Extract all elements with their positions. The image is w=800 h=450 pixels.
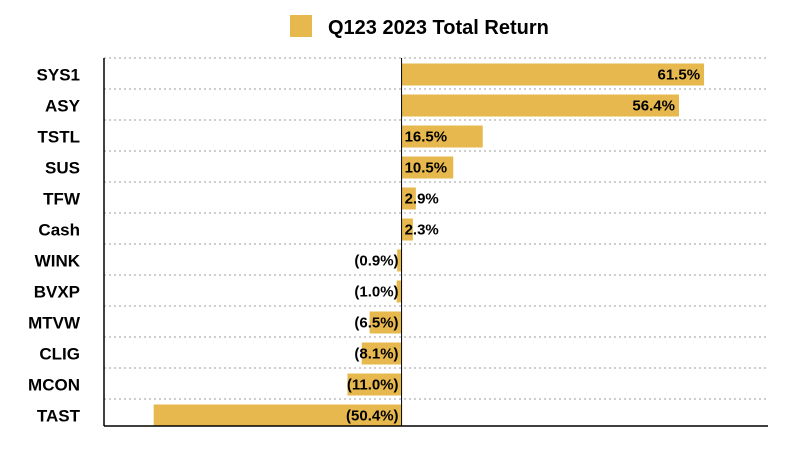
bar bbox=[401, 94, 679, 117]
legend-label: Q123 2023 Total Return bbox=[328, 17, 549, 39]
bar bbox=[347, 373, 402, 396]
bar bbox=[401, 187, 416, 210]
legend-swatch bbox=[290, 15, 312, 37]
category-label: TSTL bbox=[38, 128, 81, 147]
gridlines bbox=[104, 57, 768, 400]
category-label: TFW bbox=[43, 190, 81, 209]
category-label: MTVW bbox=[28, 314, 81, 333]
category-label: SUS bbox=[45, 159, 80, 178]
data-label: (1.0%) bbox=[354, 284, 398, 301]
category-label: TAST bbox=[37, 407, 81, 426]
bar bbox=[401, 125, 483, 148]
category-label: WINK bbox=[35, 252, 81, 271]
bar bbox=[401, 156, 454, 179]
data-label: (50.4%) bbox=[346, 408, 399, 425]
axes bbox=[103, 58, 768, 427]
category-label: BVXP bbox=[34, 283, 80, 302]
bar bbox=[369, 311, 402, 334]
bar bbox=[401, 218, 413, 241]
bar bbox=[397, 249, 402, 272]
data-label: 56.4% bbox=[632, 98, 675, 115]
category-label: SYS1 bbox=[37, 66, 80, 85]
bar bbox=[361, 342, 402, 365]
data-labels: 61.5% 56.4% 16.5% 10.5% 2.9% 2.3% (0.9%) (1.0%)… bbox=[346, 67, 700, 425]
data-label: 61.5% bbox=[658, 67, 701, 84]
category-label: ASY bbox=[45, 97, 81, 116]
data-label: (11.0%) bbox=[347, 377, 399, 394]
bar bbox=[401, 63, 705, 86]
category-label: CLIG bbox=[39, 345, 80, 364]
legend: Q123 2023 Total Return bbox=[290, 15, 549, 39]
bar bbox=[396, 280, 402, 303]
data-label: (0.9%) bbox=[354, 253, 398, 270]
data-label: 2.3% bbox=[405, 222, 439, 239]
data-label: 10.5% bbox=[405, 160, 448, 177]
bar bbox=[153, 404, 402, 427]
category-labels: SYS1 ASY TSTL SUS TFW Cash WINK BVXP MTVW CLIG MCO… bbox=[28, 66, 81, 426]
data-label: (8.1%) bbox=[354, 346, 398, 363]
category-label: MCON bbox=[28, 376, 80, 395]
data-label: 16.5% bbox=[405, 129, 448, 146]
data-label: 2.9% bbox=[405, 191, 439, 208]
bars bbox=[153, 63, 705, 427]
category-label: Cash bbox=[38, 221, 80, 240]
data-label: (6.5%) bbox=[354, 315, 398, 332]
